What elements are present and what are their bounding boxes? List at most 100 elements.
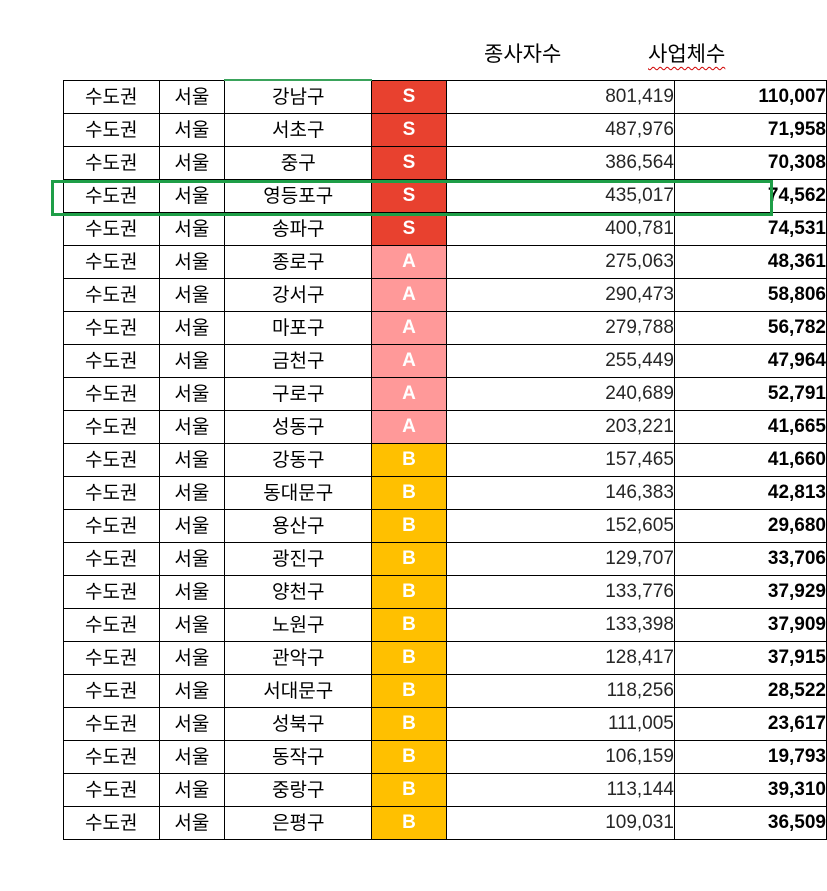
district-cell: 동작구 [224,740,373,774]
businesses-cell: 23,617 [673,707,827,741]
district-cell: 서초구 [224,113,373,147]
grade-cell: B [371,608,447,642]
district-cell: 중구 [224,146,373,180]
district-cell: 성북구 [224,707,373,741]
businesses-cell: 39,310 [673,773,827,807]
table-row: 수도권 서울 양천구 B 133,776 37,929 [63,575,827,609]
region-cell: 수도권 [63,311,160,345]
grade-cell: B [371,674,447,708]
region-cell: 수도권 [63,806,160,840]
employees-cell: 435,017 [445,179,675,213]
district-cell: 양천구 [224,575,373,609]
businesses-cell: 70,308 [673,146,827,180]
city-cell: 서울 [158,377,226,411]
grade-cell: A [371,278,447,312]
businesses-cell: 42,813 [673,476,827,510]
district-cell: 용산구 [224,509,373,543]
region-cell: 수도권 [63,113,160,147]
table-row: 수도권 서울 서대문구 B 118,256 28,522 [63,674,827,708]
grade-cell: A [371,410,447,444]
grade-cell: B [371,542,447,576]
businesses-cell: 71,958 [673,113,827,147]
table-row: 수도권 서울 강서구 A 290,473 58,806 [63,278,827,312]
region-cell: 수도권 [63,608,160,642]
employees-cell: 129,707 [445,542,675,576]
employees-cell: 386,564 [445,146,675,180]
table-row: 수도권 서울 동작구 B 106,159 19,793 [63,740,827,774]
region-cell: 수도권 [63,146,160,180]
table-row: 수도권 서울 구로구 A 240,689 52,791 [63,377,827,411]
city-cell: 서울 [158,278,226,312]
region-cell: 수도권 [63,674,160,708]
employees-cell: 109,031 [445,806,675,840]
grade-cell: B [371,641,447,675]
district-cell: 노원구 [224,608,373,642]
businesses-cell: 48,361 [673,245,827,279]
district-cell: 강남구 [224,79,373,114]
region-cell: 수도권 [63,410,160,444]
city-cell: 서울 [158,443,226,477]
table-row: 수도권 서울 용산구 B 152,605 29,680 [63,509,827,543]
region-cell: 수도권 [63,707,160,741]
table-row: 수도권 서울 은평구 B 109,031 36,509 [63,806,827,840]
header-businesses: 사업체수 [648,42,726,66]
region-cell: 수도권 [63,79,160,114]
city-cell: 서울 [158,641,226,675]
region-cell: 수도권 [63,245,160,279]
businesses-cell: 74,531 [673,212,827,246]
table-row: 수도권 서울 성북구 B 111,005 23,617 [63,707,827,741]
region-cell: 수도권 [63,179,160,213]
grade-cell: B [371,509,447,543]
city-cell: 서울 [158,476,226,510]
employees-cell: 279,788 [445,311,675,345]
employees-cell: 400,781 [445,212,675,246]
city-cell: 서울 [158,245,226,279]
table-row: 수도권 서울 영등포구 S 435,017 74,562 [63,179,827,213]
businesses-cell: 52,791 [673,377,827,411]
grade-cell: B [371,707,447,741]
employees-cell: 203,221 [445,410,675,444]
city-cell: 서울 [158,773,226,807]
grade-cell: A [371,311,447,345]
city-cell: 서울 [158,674,226,708]
employees-cell: 275,063 [445,245,675,279]
district-cell: 강동구 [224,443,373,477]
businesses-cell: 33,706 [673,542,827,576]
employees-cell: 133,398 [445,608,675,642]
region-cell: 수도권 [63,575,160,609]
employees-cell: 113,144 [445,773,675,807]
businesses-cell: 47,964 [673,344,827,378]
city-cell: 서울 [158,344,226,378]
city-cell: 서울 [158,311,226,345]
table-row: 수도권 서울 마포구 A 279,788 56,782 [63,311,827,345]
employees-cell: 133,776 [445,575,675,609]
district-cell: 동대문구 [224,476,373,510]
table-row: 수도권 서울 강남구 S 801,419 110,007 [63,79,827,114]
district-cell: 송파구 [224,212,373,246]
district-cell: 은평구 [224,806,373,840]
grade-cell: B [371,806,447,840]
district-cell: 관악구 [224,641,373,675]
district-cell: 중랑구 [224,773,373,807]
city-cell: 서울 [158,410,226,444]
district-cell: 금천구 [224,344,373,378]
city-cell: 서울 [158,740,226,774]
region-cell: 수도권 [63,740,160,774]
employees-cell: 240,689 [445,377,675,411]
employees-cell: 290,473 [445,278,675,312]
grade-cell: A [371,245,447,279]
employees-cell: 157,465 [445,443,675,477]
employees-cell: 255,449 [445,344,675,378]
grade-cell: S [371,212,447,246]
table-row: 수도권 서울 관악구 B 128,417 37,915 [63,641,827,675]
city-cell: 서울 [158,146,226,180]
table-row: 수도권 서울 중구 S 386,564 70,308 [63,146,827,180]
district-cell: 광진구 [224,542,373,576]
businesses-cell: 41,660 [673,443,827,477]
employees-cell: 152,605 [445,509,675,543]
grade-cell: B [371,476,447,510]
district-cell: 서대문구 [224,674,373,708]
grade-cell: S [371,179,447,213]
businesses-cell: 56,782 [673,311,827,345]
grade-cell: S [371,79,447,114]
